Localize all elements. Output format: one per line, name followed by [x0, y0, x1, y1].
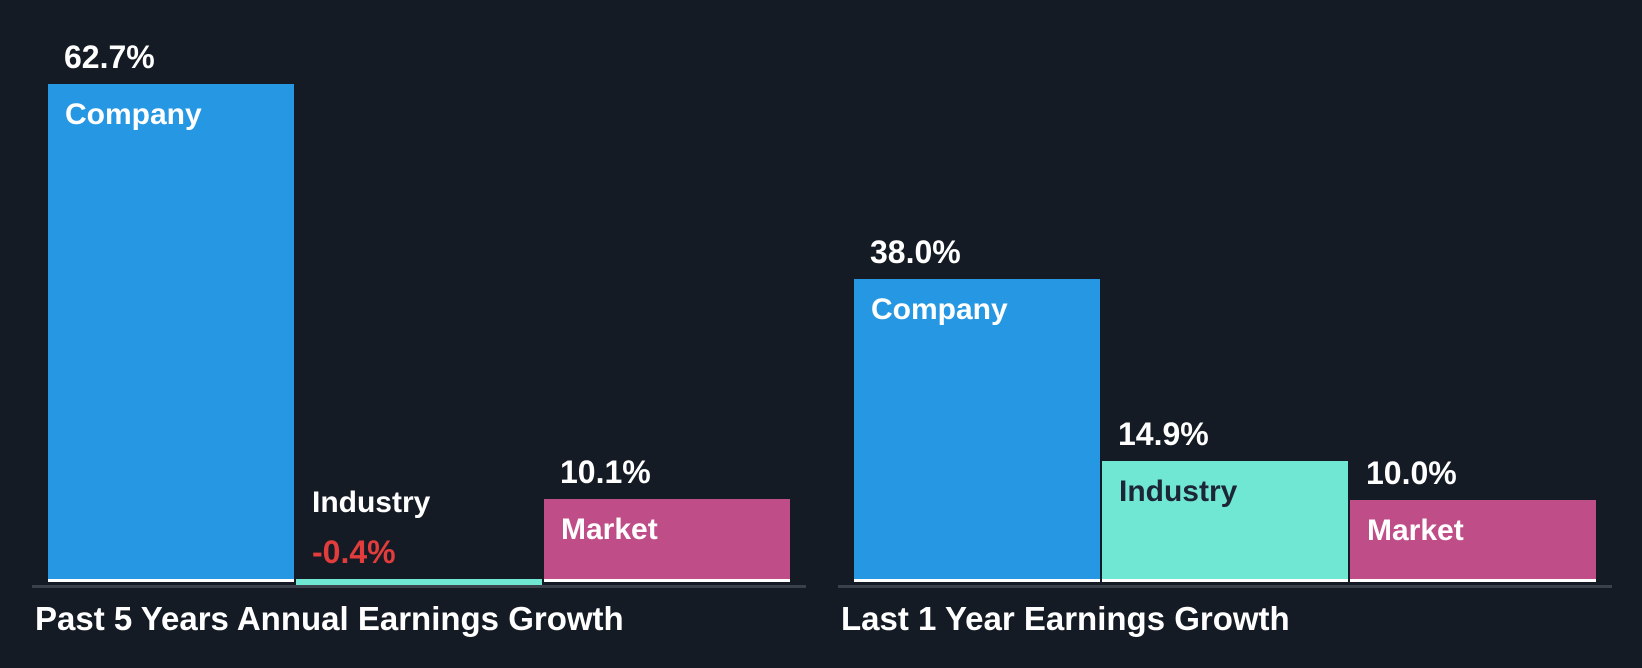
market-bar-rect: Market	[544, 499, 790, 582]
company-bar-label: Company	[871, 293, 1008, 326]
bar-market[interactable]: 10.0% Market	[1350, 0, 1596, 582]
chart-past-5-years-earnings-growth: 62.7% Company Industry -0.4% 10.1% Marke…	[32, 0, 806, 668]
market-bar-label: Market	[1367, 514, 1464, 547]
bar-industry[interactable]: Industry -0.4%	[296, 0, 542, 585]
bar-market[interactable]: 10.1% Market	[544, 0, 790, 582]
company-bar-rect: Company	[854, 279, 1100, 582]
industry-bar-rect	[296, 579, 542, 585]
x-axis-baseline	[838, 585, 1612, 588]
chart-title: Past 5 Years Annual Earnings Growth	[35, 600, 624, 637]
market-value-label: 10.1%	[560, 454, 651, 490]
company-value-label: 62.7%	[64, 39, 155, 75]
bar-company[interactable]: 38.0% Company	[854, 0, 1100, 582]
industry-value-label: 14.9%	[1118, 416, 1209, 452]
chart-title: Last 1 Year Earnings Growth	[841, 600, 1290, 637]
industry-bar-label: Industry	[1119, 475, 1238, 508]
plot-area: 38.0% Company 14.9% Industry 10.0% Marke…	[838, 0, 1612, 582]
market-bar-label: Market	[561, 513, 658, 546]
bar-industry[interactable]: 14.9% Industry	[1102, 0, 1348, 582]
x-axis-baseline	[32, 585, 806, 588]
industry-bar-rect: Industry	[1102, 461, 1348, 582]
company-value-label: 38.0%	[870, 234, 961, 270]
industry-labels: Industry -0.4%	[312, 485, 430, 571]
market-value-label: 10.0%	[1366, 455, 1457, 491]
industry-value-label: -0.4%	[312, 534, 396, 570]
industry-bar-label: Industry	[312, 486, 431, 519]
chart-last-1-year-earnings-growth: 38.0% Company 14.9% Industry 10.0% Marke…	[838, 0, 1612, 668]
bar-company[interactable]: 62.7% Company	[48, 0, 294, 582]
company-bar-rect: Company	[48, 84, 294, 582]
market-bar-rect: Market	[1350, 500, 1596, 582]
company-bar-label: Company	[65, 98, 202, 131]
plot-area: 62.7% Company Industry -0.4% 10.1% Marke…	[32, 0, 806, 585]
